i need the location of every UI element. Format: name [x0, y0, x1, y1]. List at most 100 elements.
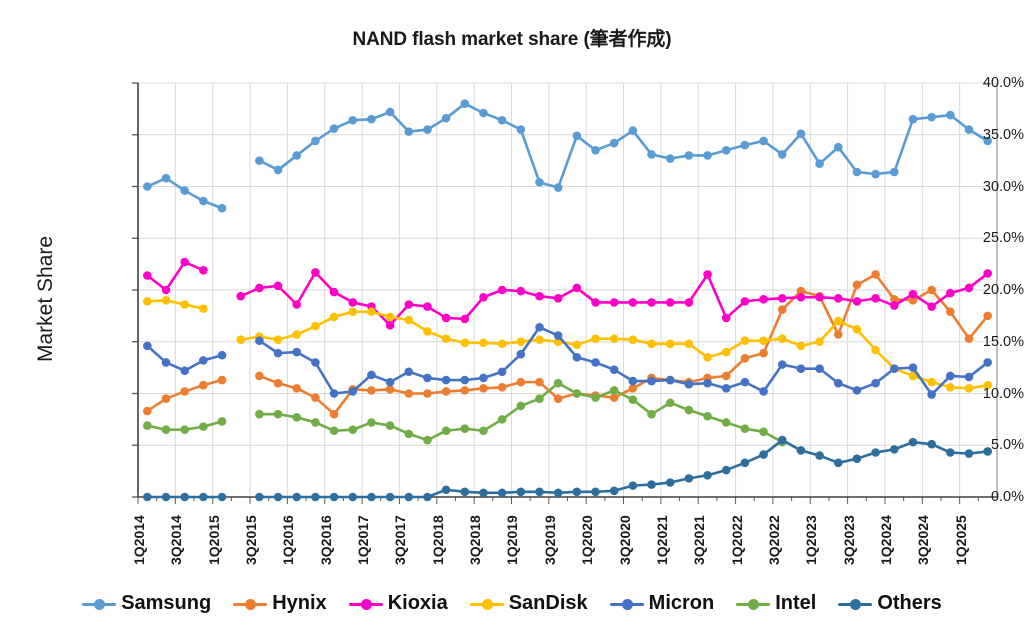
legend-label: Intel [775, 592, 817, 614]
data-point [497, 382, 507, 392]
data-point [759, 387, 768, 396]
data-point [815, 159, 824, 169]
data-point [460, 386, 470, 395]
data-point [255, 409, 264, 419]
data-point [535, 394, 544, 403]
data-point [535, 487, 544, 497]
data-point [311, 393, 320, 402]
data-point [553, 394, 563, 403]
data-point [385, 377, 395, 387]
legend-label: Micron [648, 592, 715, 614]
x-axis-tick-label: 1Q2015 [205, 515, 222, 565]
data-point [404, 492, 414, 502]
data-point [423, 327, 432, 336]
data-point [292, 347, 302, 357]
legend-item-micron[interactable]: Micron [609, 592, 715, 615]
data-point [497, 339, 507, 349]
data-point [385, 421, 395, 430]
series-line [146, 299, 205, 310]
x-axis-tick-label: 1Q2016 [280, 515, 297, 565]
data-point [946, 307, 955, 317]
data-point [796, 446, 806, 455]
legend-item-hynix[interactable]: Hynix [233, 592, 327, 615]
data-point [311, 136, 320, 146]
data-point [815, 292, 824, 302]
data-point [479, 384, 488, 393]
data-point [553, 488, 563, 498]
legend-item-others[interactable]: Others [838, 592, 942, 615]
data-point [628, 384, 638, 393]
data-point [609, 393, 619, 402]
data-point [721, 313, 731, 323]
data-point [180, 425, 189, 435]
legend-item-sandisk[interactable]: SanDisk [469, 592, 588, 615]
series-samsung [143, 99, 992, 213]
data-point [516, 337, 526, 347]
data-point [740, 336, 750, 346]
series-line [258, 438, 989, 499]
data-point [684, 151, 694, 160]
data-point [964, 449, 974, 458]
x-axis-tick-label: 3Q2024 [915, 515, 932, 565]
data-point [348, 425, 358, 435]
y-axis-tick-label: 15.0% [982, 333, 1024, 350]
legend-item-intel[interactable]: Intel [736, 592, 816, 615]
data-point [255, 283, 264, 293]
data-point [591, 298, 600, 307]
data-point [871, 378, 880, 388]
data-point [199, 492, 208, 502]
y-axis-tick-label: 25.0% [982, 230, 1024, 247]
data-point [404, 315, 414, 325]
data-point [217, 375, 227, 385]
data-point [516, 377, 526, 387]
data-point [385, 107, 395, 117]
data-point [684, 298, 694, 307]
data-point [217, 417, 227, 426]
data-point [423, 389, 432, 398]
legend-marker-icon [82, 596, 117, 612]
data-point [255, 371, 264, 381]
legend-marker-icon [348, 596, 383, 612]
data-point [983, 358, 992, 367]
legend-item-samsung[interactable]: Samsung [82, 592, 211, 615]
x-axis-tick-label: 3Q2023 [840, 515, 857, 565]
data-point [161, 285, 171, 295]
data-point [777, 150, 787, 159]
legend-item-kioxia[interactable]: Kioxia [348, 592, 448, 615]
data-point [908, 371, 918, 381]
data-point [759, 136, 768, 146]
data-point [927, 302, 936, 311]
data-point [833, 316, 843, 326]
data-point [236, 291, 246, 301]
x-axis-tick-label: 3Q2015 [243, 515, 260, 565]
data-point [628, 126, 638, 135]
data-point [161, 296, 171, 305]
chart-title: NAND flash market share (筆者作成) [352, 29, 672, 50]
data-point [479, 338, 488, 348]
data-point [273, 492, 283, 502]
data-point [385, 492, 395, 502]
data-point [964, 372, 974, 382]
data-point [759, 427, 768, 437]
data-point [367, 370, 376, 380]
data-point [871, 345, 880, 355]
data-point [647, 409, 656, 419]
data-point [833, 330, 843, 339]
data-point [609, 138, 619, 148]
data-point [815, 451, 824, 460]
x-axis-tick-label: 1Q2014 [131, 515, 147, 565]
data-point [871, 270, 880, 279]
data-point [889, 167, 899, 177]
data-point [292, 413, 302, 422]
data-point [777, 334, 787, 343]
data-point [740, 297, 750, 306]
data-point [199, 380, 208, 390]
data-point [367, 418, 376, 427]
data-point [908, 289, 918, 299]
data-point [441, 426, 451, 436]
data-point [777, 435, 787, 445]
data-point [423, 373, 432, 383]
data-point [329, 492, 339, 502]
data-point [404, 127, 414, 136]
